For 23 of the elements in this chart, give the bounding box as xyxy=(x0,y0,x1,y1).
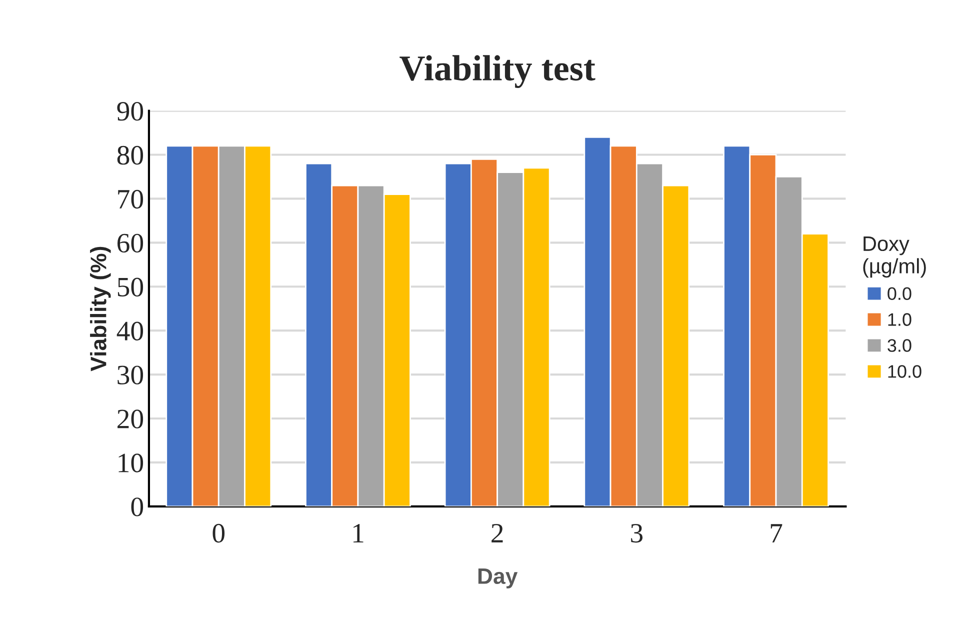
y-tick-label: 50 xyxy=(118,278,144,297)
y-tick-label: 20 xyxy=(118,410,144,428)
legend-label: 1.0 xyxy=(888,313,912,326)
chart-title: Viability test xyxy=(400,55,596,88)
y-tick-label: 80 xyxy=(117,146,144,165)
y-tick-label: 90 xyxy=(117,102,144,121)
x-tick-label: 1 xyxy=(353,524,364,542)
x-tick-label: 7 xyxy=(770,524,782,542)
y-tick-label: 70 xyxy=(118,190,144,209)
y-tick-label: 60 xyxy=(118,234,144,253)
legend-label: 10.0 xyxy=(888,365,922,378)
legend-label: 3.0 xyxy=(888,339,912,352)
y-tick-label: 0 xyxy=(131,498,144,516)
x-axis-title: Day xyxy=(478,568,518,588)
legend-title: Doxy (µg/ml) xyxy=(863,236,926,278)
y-axis-title: Viability (%) xyxy=(90,246,111,372)
y-tick-label: 30 xyxy=(118,366,144,384)
y-tick-label: 40 xyxy=(116,322,144,340)
y-tick-label: 10 xyxy=(118,454,144,472)
x-tick-label: 2 xyxy=(492,524,503,542)
x-tick-label: 0 xyxy=(212,524,225,543)
legend-label: 0.0 xyxy=(888,287,912,300)
x-tick-label: 3 xyxy=(631,524,643,543)
